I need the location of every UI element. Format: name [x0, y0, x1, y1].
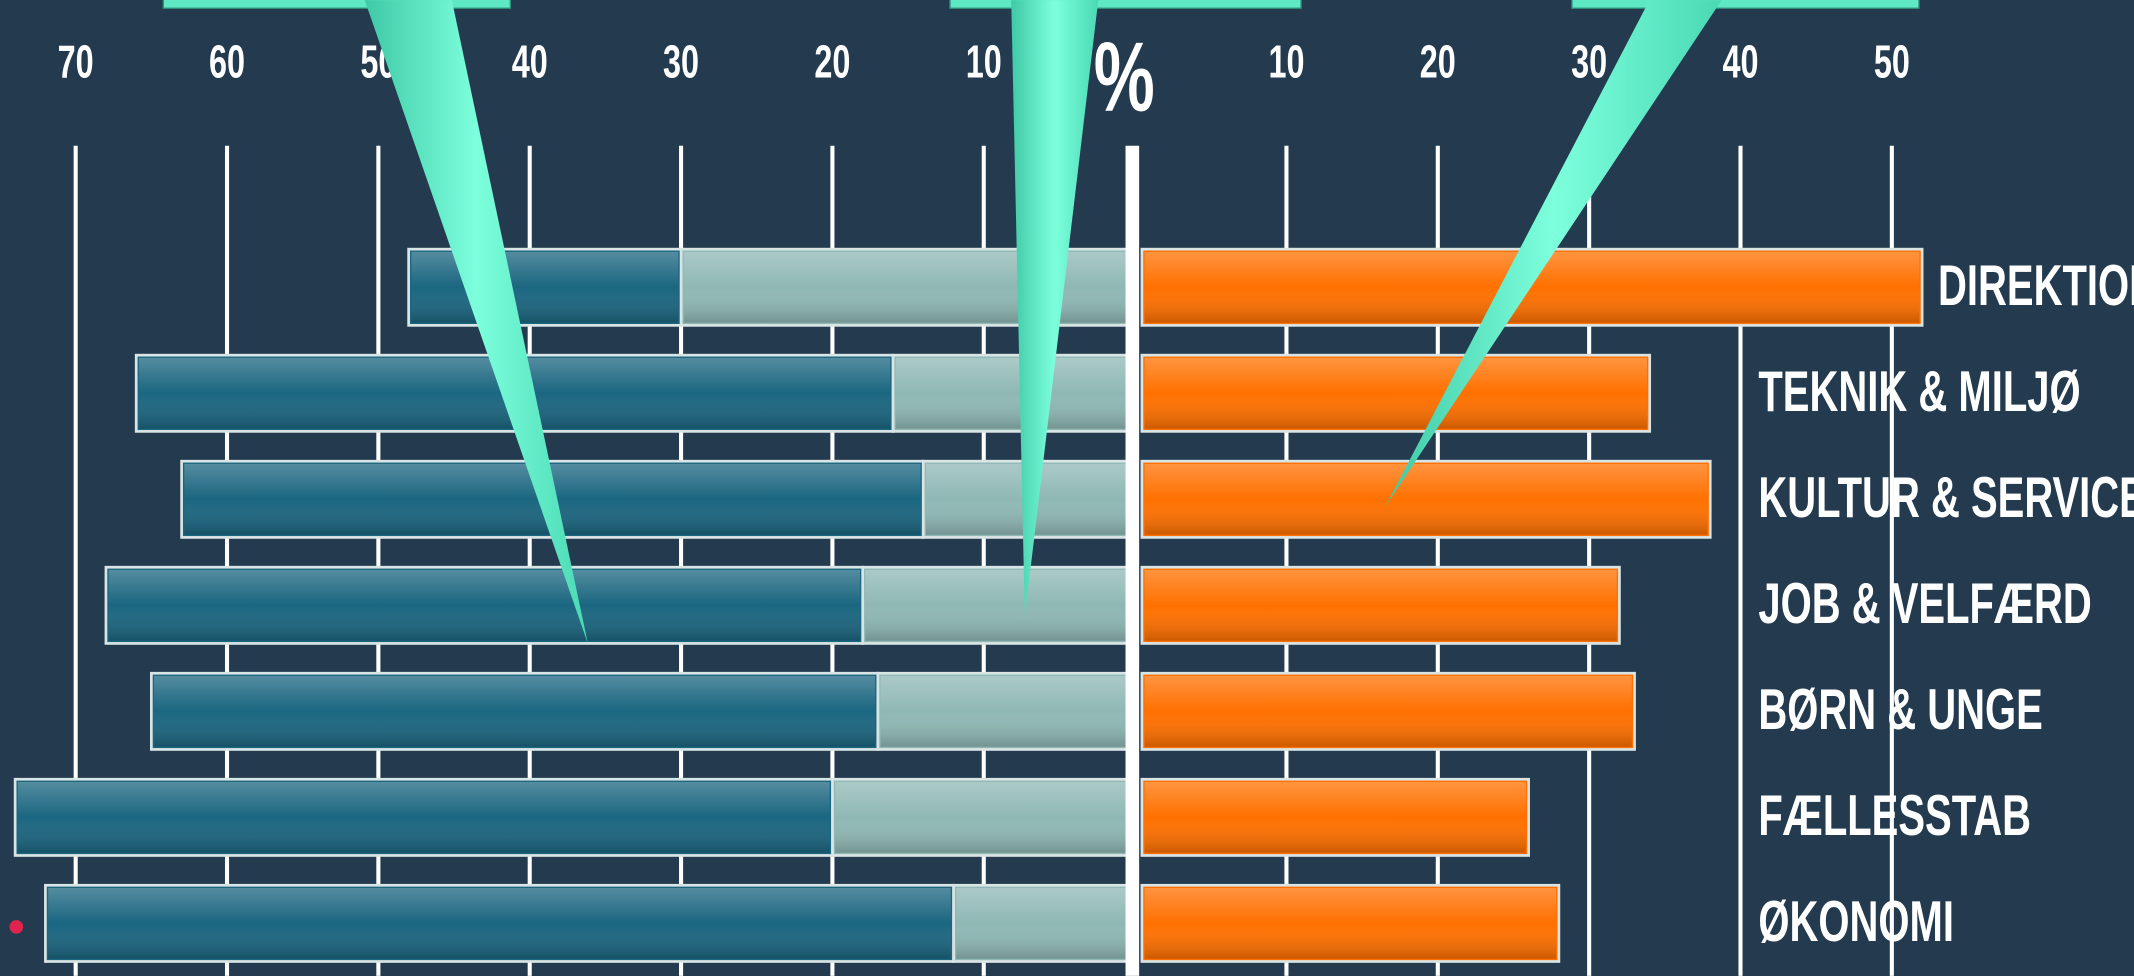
bar-shine	[865, 570, 1132, 641]
bar-shine	[835, 782, 1132, 853]
category-label: JOB & VELFÆRD	[1758, 572, 2091, 636]
axis-unit: %	[1094, 21, 1155, 131]
bar-shine	[1145, 782, 1526, 853]
bar-shine	[956, 888, 1132, 959]
x-tick-label: 40	[512, 37, 548, 88]
category-label: DIREKTION	[1938, 254, 2134, 318]
bar-shine	[18, 782, 830, 853]
bar-shine	[1145, 358, 1647, 429]
x-tick-label: 50	[1874, 37, 1910, 88]
bar-shine	[109, 570, 860, 641]
category-label: BØRN & UNGE	[1758, 678, 2042, 742]
bar-shine	[411, 252, 678, 323]
category-label: FÆLLESSTAB	[1758, 784, 2031, 848]
category-label: KULTUR & SERVICE	[1758, 466, 2134, 530]
bar-shine	[881, 676, 1133, 747]
x-tick-label: 30	[663, 37, 699, 88]
category-label: ØKONOMI	[1758, 890, 1954, 954]
bar-shine	[48, 888, 951, 959]
bar-shine	[1145, 888, 1557, 959]
bar-shine	[1145, 676, 1632, 747]
category-label: TEKNIK & MILJØ	[1758, 360, 2080, 424]
x-tick-label: 20	[1420, 37, 1456, 88]
x-tick-label: 70	[58, 37, 94, 88]
x-tick-label: 60	[209, 37, 245, 88]
bar-shine	[154, 676, 875, 747]
chart: 706050403020101020304050%DIREKTIONTEKNIK…	[0, 0, 2134, 976]
bar-shine	[1145, 464, 1708, 535]
bar-shine	[1145, 570, 1617, 641]
x-tick-label: 10	[1268, 37, 1304, 88]
x-tick-label: 30	[1571, 37, 1607, 88]
x-tick-label: 40	[1722, 37, 1758, 88]
x-tick-label: 20	[814, 37, 850, 88]
x-tick-label: 10	[966, 37, 1002, 88]
bar-shine	[896, 358, 1133, 429]
